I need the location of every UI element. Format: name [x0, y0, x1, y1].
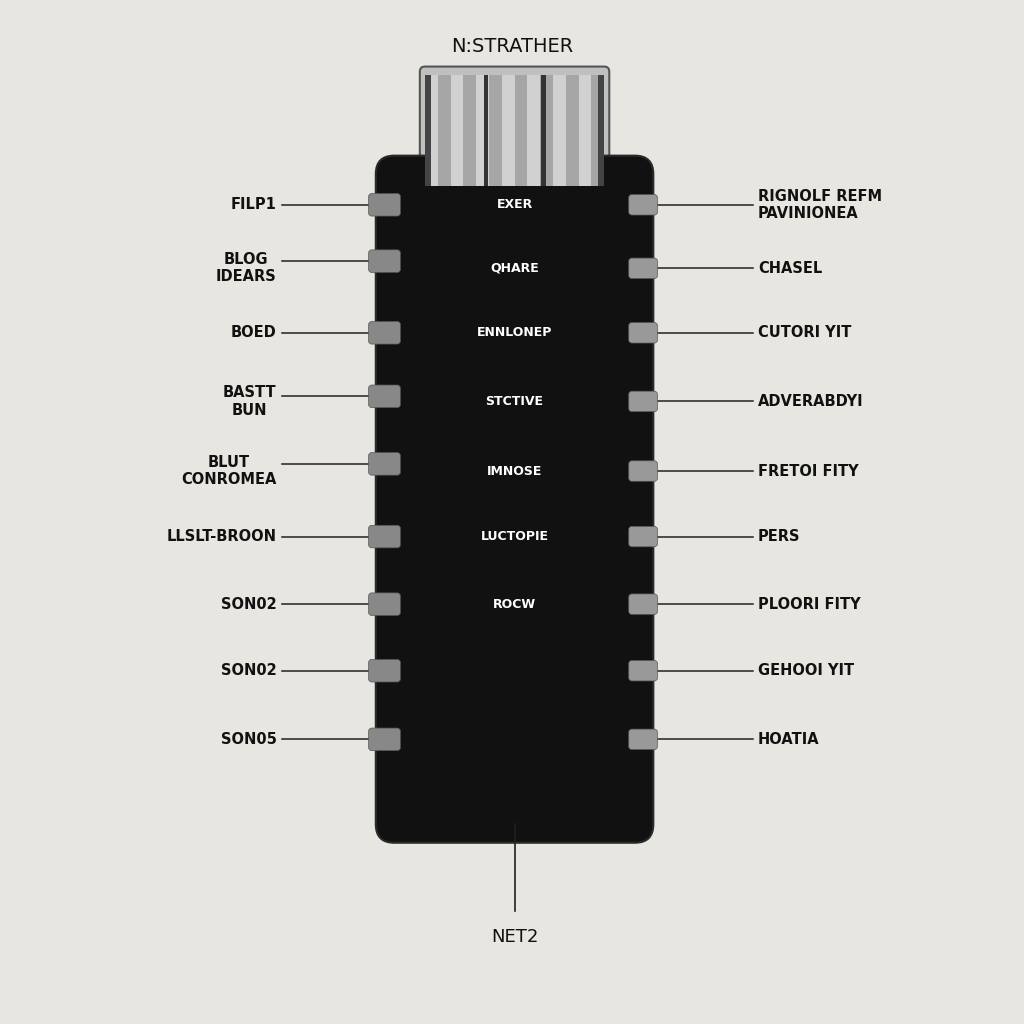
- Text: ADVERABDYI: ADVERABDYI: [758, 394, 863, 409]
- Text: CUTORI YIT: CUTORI YIT: [758, 326, 851, 340]
- Bar: [451, 75, 463, 186]
- FancyBboxPatch shape: [629, 323, 657, 343]
- Text: IMNOSE: IMNOSE: [486, 465, 543, 477]
- Text: BLOG
IDEARS: BLOG IDEARS: [216, 252, 276, 285]
- Text: BASTT
BUN: BASTT BUN: [223, 385, 276, 418]
- FancyBboxPatch shape: [420, 67, 609, 195]
- Text: CHASEL: CHASEL: [758, 261, 822, 275]
- Text: BOED: BOED: [230, 326, 276, 340]
- Text: PLOORI FITY: PLOORI FITY: [758, 597, 860, 611]
- Bar: [527, 75, 541, 186]
- Bar: [592, 75, 604, 186]
- Bar: [484, 75, 488, 186]
- FancyBboxPatch shape: [369, 453, 400, 475]
- Bar: [425, 75, 431, 186]
- Text: SON02: SON02: [221, 597, 276, 611]
- Bar: [541, 75, 553, 186]
- Bar: [579, 75, 591, 186]
- Bar: [502, 75, 514, 186]
- FancyBboxPatch shape: [369, 194, 400, 216]
- FancyBboxPatch shape: [629, 526, 657, 547]
- Bar: [438, 75, 451, 186]
- Text: PERS: PERS: [758, 529, 801, 544]
- FancyBboxPatch shape: [629, 660, 657, 681]
- Bar: [425, 75, 438, 186]
- FancyBboxPatch shape: [369, 659, 400, 682]
- Text: LUCTOPIE: LUCTOPIE: [480, 530, 549, 543]
- Text: LLSLT-BROON: LLSLT-BROON: [167, 529, 276, 544]
- Text: SON02: SON02: [221, 664, 276, 678]
- FancyBboxPatch shape: [629, 391, 657, 412]
- Text: BLUT
CONROMEA: BLUT CONROMEA: [181, 455, 276, 487]
- Text: ROCW: ROCW: [493, 598, 537, 610]
- FancyBboxPatch shape: [369, 322, 400, 344]
- Text: FILP1: FILP1: [230, 198, 276, 212]
- FancyBboxPatch shape: [369, 593, 400, 615]
- Text: NET2: NET2: [490, 928, 539, 946]
- FancyBboxPatch shape: [369, 385, 400, 408]
- Text: SON05: SON05: [220, 732, 276, 746]
- Bar: [463, 75, 476, 186]
- Bar: [565, 75, 579, 186]
- Text: STCTIVE: STCTIVE: [485, 395, 544, 408]
- Text: HOATIA: HOATIA: [758, 732, 819, 746]
- Bar: [476, 75, 489, 186]
- FancyBboxPatch shape: [629, 729, 657, 750]
- Text: ENNLONEP: ENNLONEP: [477, 327, 552, 339]
- Text: N:STRATHER: N:STRATHER: [451, 37, 573, 55]
- FancyBboxPatch shape: [369, 250, 400, 272]
- Text: RIGNOLF REFM
PAVINIONEA: RIGNOLF REFM PAVINIONEA: [758, 188, 882, 221]
- Text: FRETOI FITY: FRETOI FITY: [758, 464, 858, 478]
- FancyBboxPatch shape: [629, 258, 657, 279]
- Bar: [542, 75, 546, 186]
- Bar: [598, 75, 604, 186]
- Text: QHARE: QHARE: [490, 262, 539, 274]
- Bar: [489, 75, 502, 186]
- FancyBboxPatch shape: [369, 728, 400, 751]
- FancyBboxPatch shape: [629, 461, 657, 481]
- FancyBboxPatch shape: [629, 195, 657, 215]
- Bar: [553, 75, 565, 186]
- FancyBboxPatch shape: [376, 156, 653, 843]
- FancyBboxPatch shape: [369, 525, 400, 548]
- Text: GEHOOI YIT: GEHOOI YIT: [758, 664, 854, 678]
- Text: EXER: EXER: [497, 199, 532, 211]
- Bar: [514, 75, 527, 186]
- FancyBboxPatch shape: [629, 594, 657, 614]
